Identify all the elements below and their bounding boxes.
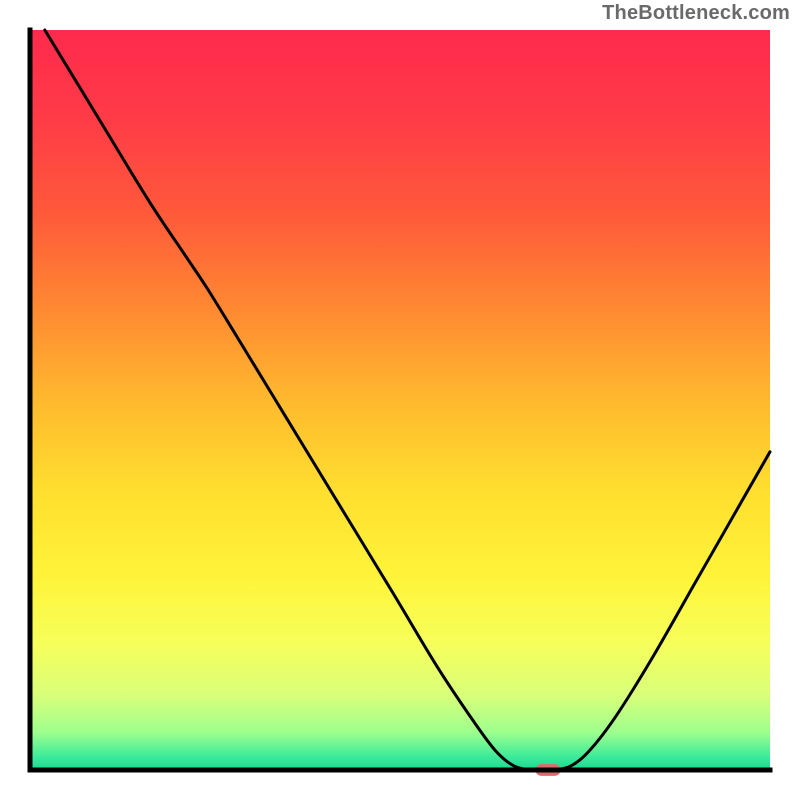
plot-background	[30, 30, 770, 770]
bottleneck-chart	[0, 0, 800, 800]
